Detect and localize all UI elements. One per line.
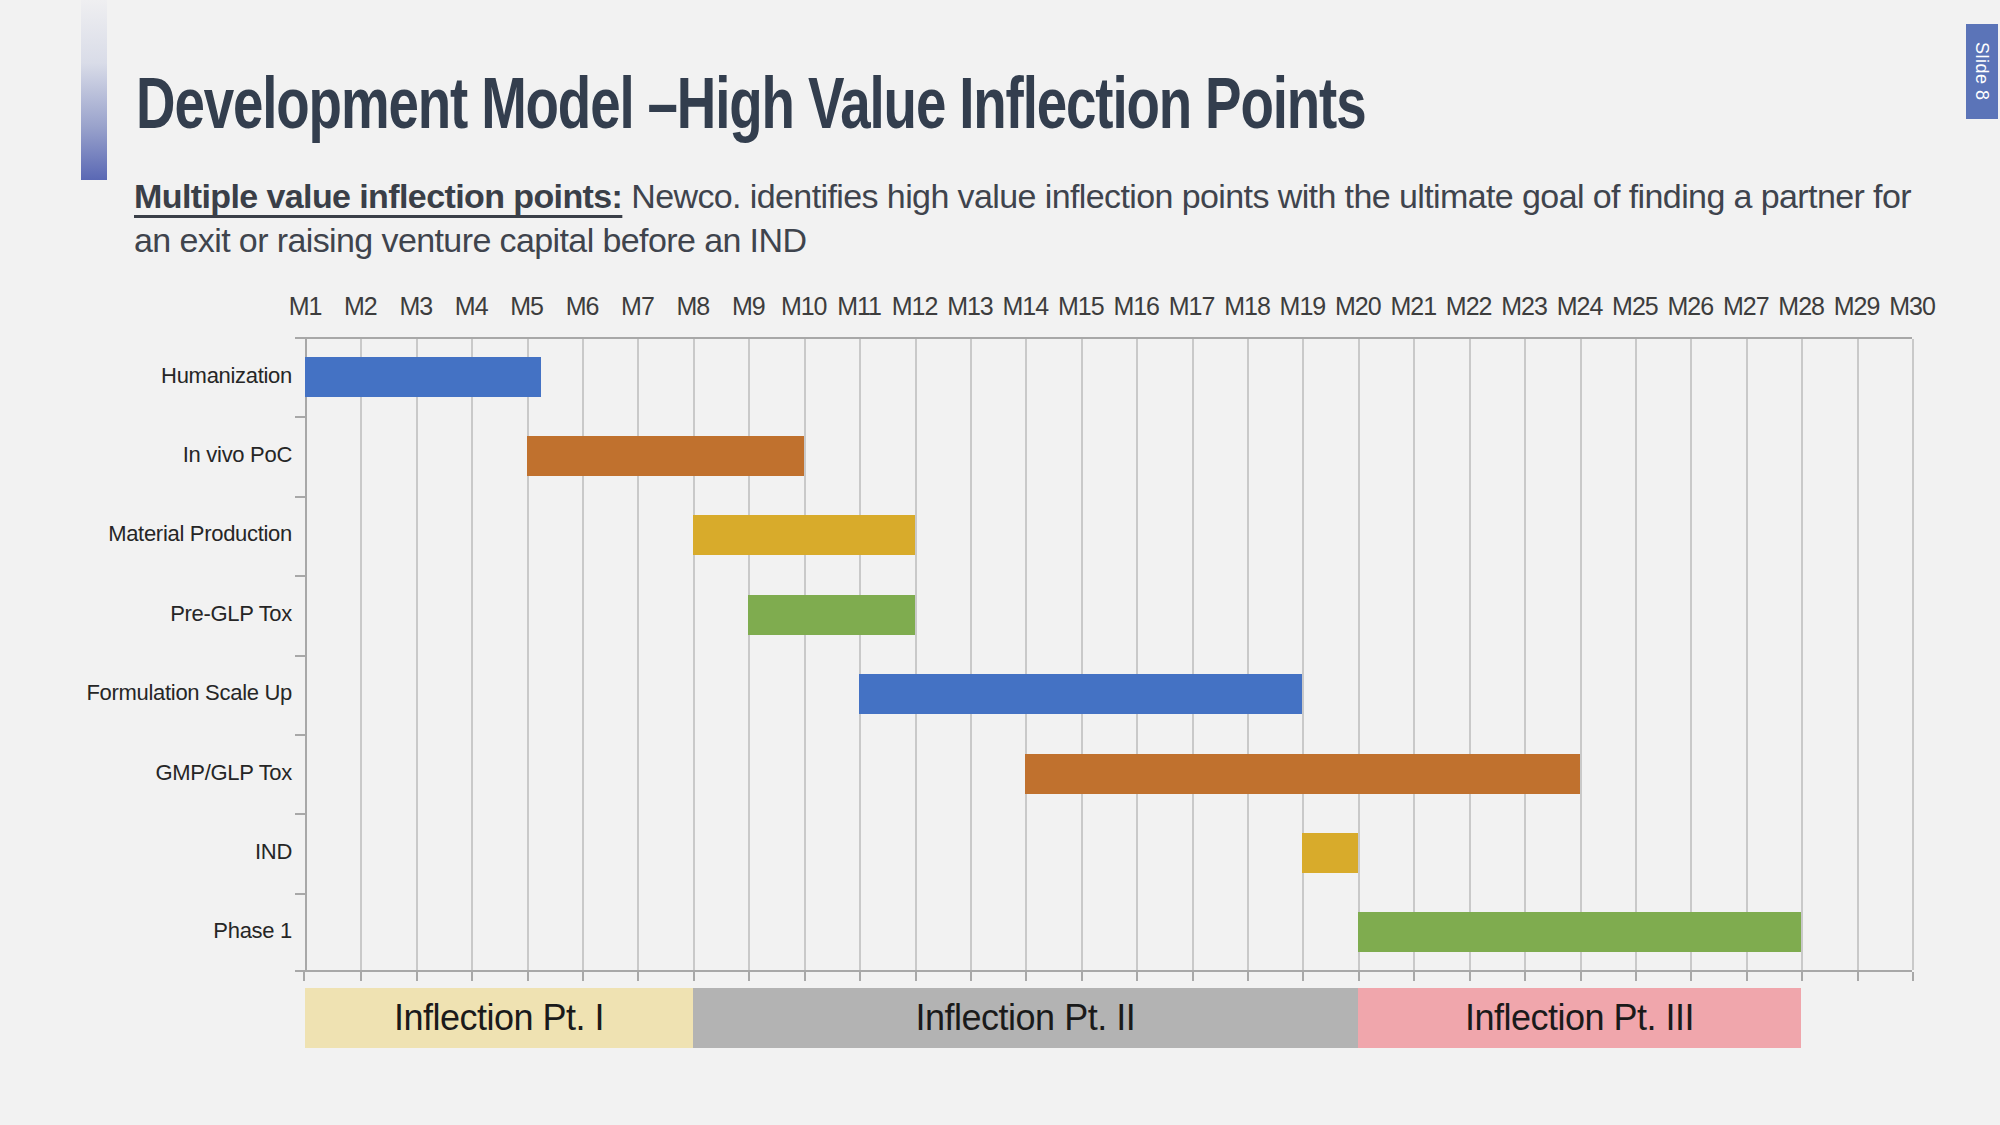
month-gridline (416, 339, 418, 970)
axis-tick (1857, 972, 1859, 981)
month-gridline (1136, 339, 1138, 970)
phase-band: Inflection Pt. I (305, 988, 693, 1048)
task-bar (693, 515, 915, 555)
month-gridline (360, 339, 362, 970)
month-gridline (970, 339, 972, 970)
task-label: In vivo PoC (30, 442, 292, 468)
task-bar (527, 436, 804, 476)
month-gridline (804, 339, 806, 970)
subtitle: Multiple value inflection points: Newco.… (134, 174, 1954, 262)
task-label: IND (30, 839, 292, 865)
month-gridline (1746, 339, 1748, 970)
month-gridline (1358, 339, 1360, 970)
month-gridline (1690, 339, 1692, 970)
month-gridline (582, 339, 584, 970)
axis-tick (295, 893, 305, 895)
task-bar (748, 595, 914, 635)
month-gridline (1413, 339, 1415, 970)
axis-tick (1580, 972, 1582, 981)
axis-tick (1413, 972, 1415, 981)
month-gridline (859, 339, 861, 970)
subtitle-lead: Multiple value inflection points: (134, 177, 622, 215)
task-label: GMP/GLP Tox (30, 760, 292, 786)
axis-tick (295, 970, 305, 972)
axis-tick (915, 972, 917, 981)
month-label: M30 (1877, 292, 1947, 321)
task-bar (1025, 754, 1579, 794)
axis-tick (295, 496, 305, 498)
axis-tick (295, 813, 305, 815)
axis-tick (416, 972, 418, 981)
month-gridline (1302, 339, 1304, 970)
task-label: Phase 1 (30, 918, 292, 944)
task-bar (859, 674, 1302, 714)
month-gridline (1025, 339, 1027, 970)
axis-tick (360, 972, 362, 981)
month-gridline (693, 339, 695, 970)
month-gridline (1857, 339, 1859, 970)
axis-tick (1801, 972, 1803, 981)
axis-tick (693, 972, 695, 981)
axis-tick (1192, 972, 1194, 981)
page-title: Development Model –High Value Inflection… (136, 66, 1365, 142)
month-gridline (1469, 339, 1471, 970)
task-label: Material Production (30, 521, 292, 547)
plot-area (305, 337, 1912, 972)
axis-tick (295, 575, 305, 577)
task-bar (305, 357, 541, 397)
month-gridline (1081, 339, 1083, 970)
month-gridline (471, 339, 473, 970)
title-accent-bar (81, 0, 107, 180)
phase-band: Inflection Pt. II (693, 988, 1358, 1048)
axis-tick (1635, 972, 1637, 981)
task-label: Formulation Scale Up (30, 680, 292, 706)
axis-tick (1746, 972, 1748, 981)
axis-tick (471, 972, 473, 981)
axis-tick (1302, 972, 1304, 981)
month-gridline (1192, 339, 1194, 970)
task-label: Pre-GLP Tox (30, 601, 292, 627)
month-gridline (1247, 339, 1249, 970)
axis-tick (295, 655, 305, 657)
axis-tick (804, 972, 806, 981)
axis-tick (1136, 972, 1138, 981)
axis-tick (1081, 972, 1083, 981)
slide-number-badge: Slide 8 (1966, 24, 1998, 119)
axis-tick (582, 972, 584, 981)
month-gridline (1801, 339, 1803, 970)
month-gridline (1580, 339, 1582, 970)
axis-tick (970, 972, 972, 981)
axis-tick (295, 734, 305, 736)
axis-tick (637, 972, 639, 981)
month-gridline (637, 339, 639, 970)
axis-tick (303, 972, 305, 981)
axis-tick (1690, 972, 1692, 981)
axis-tick (1469, 972, 1471, 981)
axis-tick (859, 972, 861, 981)
month-gridline (527, 339, 529, 970)
axis-tick (1912, 972, 1914, 981)
axis-tick (1247, 972, 1249, 981)
phase-band: Inflection Pt. III (1358, 988, 1801, 1048)
month-gridline (915, 339, 917, 970)
task-bar (1358, 912, 1801, 952)
axis-tick (295, 337, 305, 339)
axis-tick (295, 416, 305, 418)
month-gridline (1524, 339, 1526, 970)
axis-tick (1524, 972, 1526, 981)
axis-tick (527, 972, 529, 981)
axis-tick (1025, 972, 1027, 981)
month-gridline (1635, 339, 1637, 970)
task-label: Humanization (30, 363, 292, 389)
axis-tick (748, 972, 750, 981)
task-bar (1302, 833, 1357, 873)
axis-tick (1358, 972, 1360, 981)
month-gridline (748, 339, 750, 970)
month-gridline (1912, 339, 1914, 970)
